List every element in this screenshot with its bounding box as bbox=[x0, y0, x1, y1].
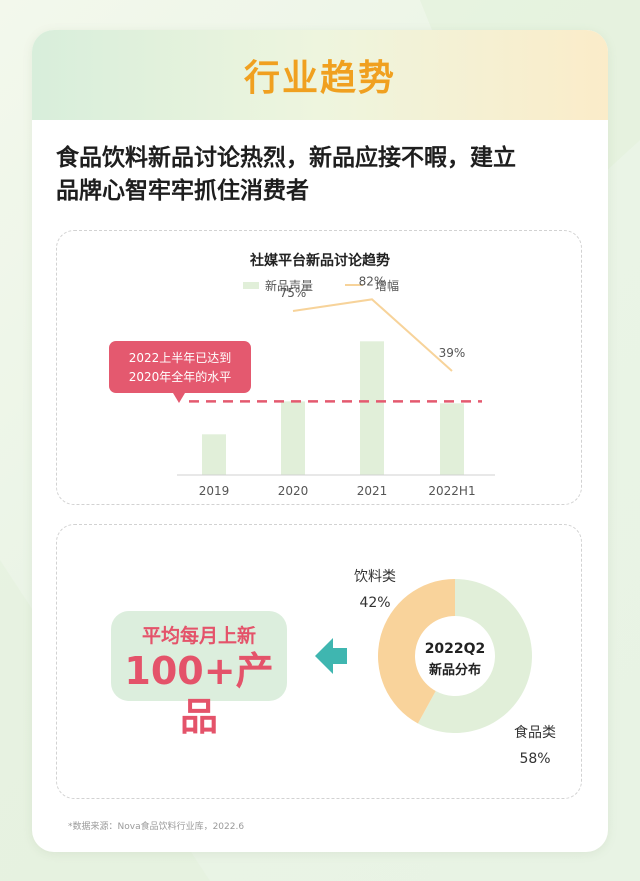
x-tick-2022H1: 2022H1 bbox=[428, 484, 475, 498]
legend-swatch-bar bbox=[243, 282, 259, 289]
donut-center-line-2: 新品分布 bbox=[429, 662, 481, 678]
badge-value: 100+产品 bbox=[124, 649, 274, 739]
headline-line-2: 品牌心智牢牢抓住消费者 bbox=[56, 178, 309, 204]
callout-line-2: 2020年全年的水平 bbox=[129, 369, 232, 384]
main-card: 行业趋势 食品饮料新品讨论热烈，新品应接不暇，建立 品牌心智牢牢抓住消费者 社媒… bbox=[32, 30, 608, 852]
slice-label-beverage: 饮料类 bbox=[354, 569, 396, 585]
x-tick-2020: 2020 bbox=[278, 484, 309, 498]
distribution-panel: 平均每月上新 100+产品 2022Q2 新品分布 饮料类 42% 食品类 58% bbox=[56, 524, 582, 799]
trend-chart-panel: 社媒平台新品讨论趋势新品声量 增幅 75% 82% 39% 2019 2020 2021 202… bbox=[56, 230, 582, 505]
distribution-donut-chart: 2022Q2 新品分布 饮料类 42% 食品类 58% bbox=[315, 569, 556, 767]
x-tick-2019: 2019 bbox=[199, 484, 230, 498]
x-tick-2021: 2021 bbox=[357, 484, 388, 498]
growth-label-2022H1: 39% bbox=[439, 346, 466, 360]
left-arrow-icon bbox=[315, 638, 347, 674]
page-title: 行业趋势 bbox=[243, 58, 396, 99]
bar-2022H1 bbox=[440, 403, 464, 475]
legend-label-line: 增幅 bbox=[375, 278, 399, 293]
donut-slice-饮料类 bbox=[378, 579, 455, 724]
header-banner: 行业趋势 bbox=[32, 30, 608, 120]
growth-label-2020: 75% bbox=[280, 286, 307, 300]
callout-pointer bbox=[173, 393, 185, 403]
growth-label-2021: 82% bbox=[359, 274, 386, 288]
bar-2019 bbox=[202, 434, 226, 475]
monthly-launch-badge: 平均每月上新 100+产品 bbox=[111, 611, 287, 739]
slice-label-food: 食品类 bbox=[514, 724, 556, 741]
headline-line-1: 食品饮料新品讨论热烈，新品应接不暇，建立 bbox=[56, 145, 516, 171]
callout-line-1: 2022上半年已达到 bbox=[129, 351, 232, 365]
bar-2021 bbox=[360, 341, 384, 475]
legend-label-bar: 新品声量 bbox=[265, 278, 313, 293]
badge-caption: 平均每月上新 bbox=[141, 625, 256, 647]
bar-2020 bbox=[281, 401, 305, 475]
donut-center-line-1: 2022Q2 bbox=[425, 641, 486, 657]
headline: 食品饮料新品讨论热烈，新品应接不暇，建立 品牌心智牢牢抓住消费者 bbox=[56, 142, 596, 208]
callout-box bbox=[109, 341, 251, 393]
callout: 2022上半年已达到 2020年全年的水平 bbox=[109, 341, 251, 403]
data-source-note: *数据来源：Nova食品饮料行业库，2022.6 bbox=[68, 822, 245, 832]
slice-value-beverage: 42% bbox=[359, 595, 390, 611]
slice-value-food: 58% bbox=[519, 751, 550, 767]
chart-title: 社媒平台新品讨论趋势 bbox=[249, 252, 390, 269]
growth-line bbox=[292, 298, 453, 372]
donut-slice-食品类 bbox=[417, 579, 532, 733]
